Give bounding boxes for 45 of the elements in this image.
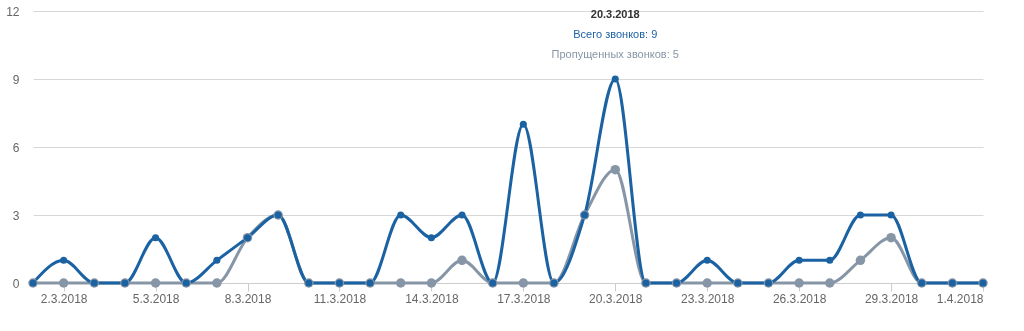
x-tick-label: 20.3.2018 xyxy=(589,291,643,306)
point xyxy=(702,278,712,288)
x-tick-label: 8.3.2018 xyxy=(224,291,272,306)
x-tick-label: 14.3.2018 xyxy=(405,291,459,306)
point xyxy=(826,256,834,264)
x-tick-label: 2.3.2018 xyxy=(40,291,88,306)
point xyxy=(856,211,864,219)
annotation: Пропущенных звонков: 5 xyxy=(551,48,679,60)
point xyxy=(458,211,466,219)
x-tick-label: 17.3.2018 xyxy=(497,291,551,306)
point xyxy=(518,278,529,288)
annotation: Всего звонков: 9 xyxy=(573,28,658,40)
annotation: 20.3.2018 xyxy=(590,8,640,20)
point xyxy=(396,278,406,288)
point xyxy=(60,256,68,264)
point xyxy=(855,255,866,266)
y-tick-label: 6 xyxy=(12,140,20,155)
point xyxy=(703,256,711,264)
y-tick-label: 0 xyxy=(12,276,20,291)
y-tick-label: 12 xyxy=(6,4,20,19)
point xyxy=(886,232,896,243)
point xyxy=(519,120,527,128)
point xyxy=(397,211,405,219)
x-tick-label: 5.3.2018 xyxy=(132,291,180,306)
point xyxy=(611,75,619,83)
point xyxy=(887,211,895,219)
point xyxy=(213,256,221,264)
y-tick-label: 9 xyxy=(12,72,20,87)
point xyxy=(794,278,804,288)
point xyxy=(150,278,161,288)
point xyxy=(795,256,803,264)
point xyxy=(212,278,222,288)
point xyxy=(426,278,437,288)
point xyxy=(58,278,69,288)
point xyxy=(825,278,835,288)
point xyxy=(457,255,467,266)
x-tick-label: 26.3.2018 xyxy=(772,291,827,306)
x-tick-label: 23.3.2018 xyxy=(681,291,735,306)
x-tick-label: 11.3.2018 xyxy=(313,291,367,306)
point xyxy=(427,234,435,242)
y-tick-label: 3 xyxy=(12,208,20,223)
x-tick-label: 29.3.2018 xyxy=(864,291,919,306)
point xyxy=(152,234,160,242)
point xyxy=(610,164,620,175)
x-tick-label: 1.4.2018 xyxy=(936,291,984,306)
